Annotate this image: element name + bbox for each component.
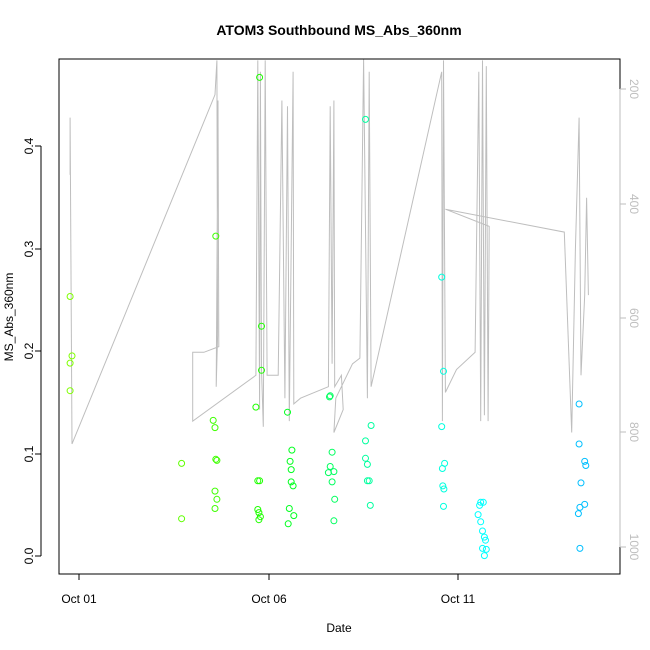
data-point — [178, 515, 186, 523]
data-point — [581, 457, 589, 465]
data-point — [326, 463, 334, 470]
data-point — [362, 115, 369, 123]
data-point — [440, 502, 447, 510]
data-point — [328, 448, 336, 456]
y2-tick-label: 200 — [627, 79, 641, 99]
data-point — [439, 482, 447, 490]
series-line-track — [69, 58, 589, 445]
data-point — [258, 322, 265, 330]
data-point — [211, 505, 219, 512]
data-point — [479, 527, 486, 535]
data-point — [289, 482, 297, 490]
data-point — [284, 408, 291, 416]
y2-tick-label: 400 — [627, 194, 641, 214]
data-point — [286, 457, 294, 465]
data-point — [255, 516, 263, 524]
data-point — [366, 501, 374, 509]
data-point — [254, 506, 262, 513]
x-axis-label: Date — [326, 621, 352, 635]
data-point — [256, 73, 264, 81]
y-axis: 0.0 0.1 0.2 0.3 0.4 MS_Abs_360nm — [2, 137, 42, 564]
data-point — [213, 456, 221, 464]
data-point — [252, 403, 260, 411]
data-point — [582, 462, 590, 469]
data-point — [66, 387, 74, 395]
data-point — [288, 446, 296, 454]
data-point — [212, 232, 220, 240]
data-point — [477, 498, 485, 506]
data-point — [482, 536, 489, 544]
data-point — [326, 393, 333, 401]
data-point — [367, 422, 375, 429]
data-point — [362, 437, 369, 445]
data-point — [330, 468, 338, 476]
data-point — [576, 503, 584, 511]
point-layer — [66, 73, 590, 560]
data-point — [365, 477, 373, 485]
data-point — [68, 352, 76, 360]
data-point — [576, 544, 584, 552]
data-point — [209, 416, 217, 424]
data-point — [331, 495, 339, 503]
data-point — [482, 545, 490, 553]
data-point — [212, 455, 220, 463]
y2-axis: 200 400 600 800 1000 — [619, 79, 641, 561]
data-point — [284, 520, 292, 528]
y-tick-label: 0.4 — [22, 137, 36, 154]
x-tick-label: Oct 01 — [61, 592, 97, 606]
data-point — [213, 495, 221, 503]
data-point — [480, 552, 488, 560]
data-point — [211, 487, 219, 495]
data-point — [476, 501, 484, 509]
x-tick-label: Oct 06 — [251, 592, 287, 606]
track-layer — [69, 58, 589, 445]
chart-title: ATOM3 Southbound MS_Abs_360nm — [216, 22, 461, 38]
data-point — [287, 478, 295, 486]
data-point — [479, 544, 486, 552]
y-tick-label: 0.3 — [22, 240, 36, 257]
data-point — [287, 466, 295, 474]
y2-tick-label: 1000 — [627, 534, 641, 561]
data-point — [480, 533, 488, 541]
y2-tick-label: 600 — [627, 308, 641, 328]
data-point — [290, 512, 298, 520]
data-point — [256, 477, 264, 485]
data-point — [575, 400, 583, 408]
data-point — [285, 505, 293, 512]
data-point — [438, 465, 446, 472]
data-point — [258, 366, 265, 374]
data-point — [575, 440, 583, 448]
x-axis: Oct 01 Oct 06 Oct 11 Date — [61, 573, 476, 635]
y-axis-label: MS_Abs_360nm — [2, 273, 16, 362]
data-point — [440, 485, 448, 493]
data-point — [438, 273, 446, 281]
data-point — [438, 423, 446, 431]
y2-tick-label: 800 — [627, 422, 641, 442]
data-point — [66, 359, 74, 367]
y-tick-label: 0.0 — [22, 547, 36, 564]
y-tick-label: 0.1 — [22, 445, 36, 462]
data-point — [363, 460, 371, 468]
data-point — [362, 454, 369, 462]
data-point — [440, 367, 447, 375]
data-point — [328, 478, 336, 486]
data-point — [326, 392, 334, 400]
data-point — [574, 510, 582, 518]
data-point — [211, 424, 219, 432]
x-tick-label: Oct 11 — [441, 592, 476, 606]
data-point — [577, 479, 585, 487]
data-point — [66, 293, 74, 300]
data-point — [255, 509, 263, 517]
data-point — [178, 459, 186, 467]
data-point — [477, 518, 485, 526]
data-point — [474, 511, 482, 519]
y-tick-label: 0.2 — [22, 342, 36, 359]
data-point — [330, 517, 338, 525]
